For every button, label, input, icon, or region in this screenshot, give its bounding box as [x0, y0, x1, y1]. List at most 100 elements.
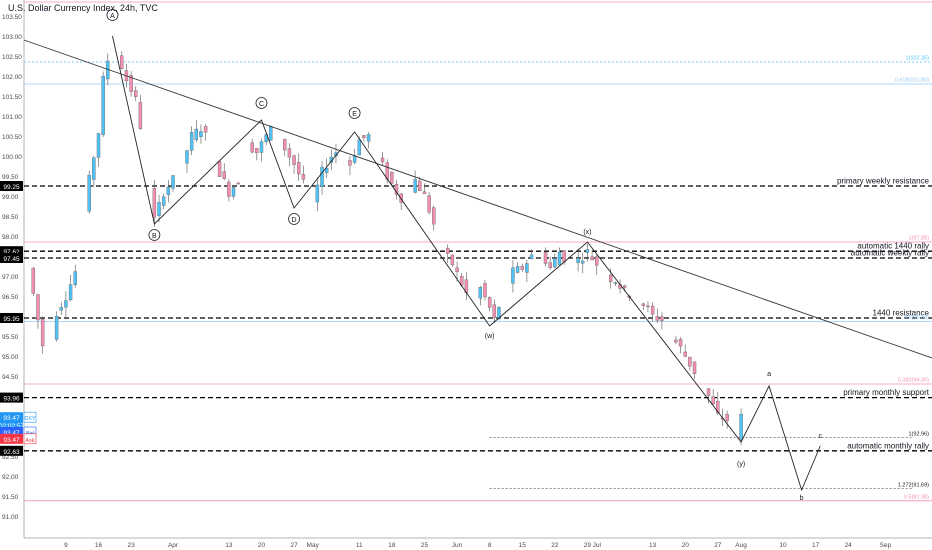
candle-body [525, 263, 529, 273]
wave-label-circle [255, 97, 268, 109]
candle-body [581, 260, 585, 264]
y-tick-label: 91.00 [2, 514, 19, 521]
candle-body [548, 262, 552, 268]
x-tick-label: 13 [225, 542, 233, 549]
candle-body [297, 162, 301, 175]
x-tick-label: 22 [551, 542, 559, 549]
candle-body [166, 186, 171, 196]
wave-label: a [767, 371, 771, 378]
x-tick-label: 29 [584, 542, 592, 549]
candle-body [692, 361, 697, 375]
y-tick-label: 96.50 [2, 294, 19, 301]
y-tick-label: 98.50 [2, 214, 19, 221]
level-label: automatic weekly rally [851, 249, 929, 258]
y-tick-label: 98.00 [2, 234, 19, 241]
candle-body [585, 249, 590, 253]
candle-body [683, 351, 687, 357]
price-tag [0, 445, 23, 456]
candle-body [413, 179, 417, 193]
wave-label: A [110, 13, 115, 20]
candle-body [711, 396, 715, 405]
y-tick-label: 94.50 [2, 374, 19, 381]
candle-body [646, 305, 650, 308]
price-tag-badge [23, 411, 37, 423]
price-tag-label: 02:02:57 [0, 423, 25, 430]
wave-label: (x) [583, 229, 591, 236]
x-tick-label: Jun [452, 542, 463, 549]
candle-body [678, 338, 683, 347]
candle-body [264, 134, 268, 143]
x-tick-label: Jul [593, 542, 602, 549]
candle-body [236, 182, 240, 185]
candle-body [255, 148, 259, 154]
candle-body [553, 258, 557, 268]
y-tick-label: 101.00 [2, 114, 22, 121]
y-tick-label: 97.00 [2, 274, 19, 281]
x-tick-label: 15 [519, 542, 527, 549]
y-tick-label: 100.50 [2, 134, 22, 141]
candle-body [608, 274, 613, 282]
candle-body [725, 414, 729, 422]
x-tick-label: Aug [735, 542, 747, 549]
price-tag-label: 97.45 [3, 256, 20, 263]
candle-body [562, 250, 566, 263]
x-tick-label: 9 [64, 542, 68, 549]
y-tick-label: 103.00 [2, 34, 22, 41]
y-tick-label: 92.50 [2, 454, 19, 461]
candle-body [660, 316, 664, 321]
candle-body [36, 294, 40, 321]
candle-body [64, 300, 68, 308]
candle-body [557, 251, 562, 266]
candle-body [655, 316, 659, 321]
level-label: primary weekly resistance [837, 177, 930, 186]
x-tick-label: 18 [388, 542, 396, 549]
candle-body [576, 258, 580, 263]
level-label: automatic monthly rally [847, 441, 929, 450]
y-tick-label: 99.50 [2, 174, 19, 181]
candle-body [590, 256, 594, 261]
candle-body [492, 304, 497, 318]
candle-body [650, 305, 655, 315]
level-label: 0.618(101.80) [895, 78, 929, 84]
candle-body [283, 138, 287, 151]
level-label: automatic 1440 rally [857, 242, 929, 251]
candle-body [688, 356, 692, 367]
candle-body [432, 207, 436, 225]
candle-body [483, 283, 487, 298]
candle-body [203, 126, 208, 133]
wave-label: (w) [485, 333, 495, 340]
candle-body [152, 188, 157, 218]
candle-body [40, 318, 45, 347]
level-label: 0.5(91.38) [904, 494, 929, 500]
candle-body [357, 139, 361, 156]
price-tag [0, 313, 23, 323]
wave-label-circle [106, 9, 119, 21]
wave-label: B [152, 233, 157, 240]
x-tick-label: 27 [290, 542, 298, 549]
x-tick-label: 27 [714, 542, 722, 549]
candle-body [171, 175, 175, 189]
wave-label: C [259, 101, 264, 108]
candle-body [68, 284, 73, 300]
candle-body [478, 286, 483, 299]
candle-body [101, 75, 105, 135]
candle-body [250, 142, 254, 153]
wave-label: D [292, 217, 297, 224]
price-tag [0, 419, 23, 430]
x-tick-label: 23 [127, 542, 135, 549]
candle-body [450, 254, 455, 266]
wave-label: E [352, 111, 357, 118]
candle-body [259, 141, 264, 153]
x-tick-label: 10 [779, 542, 787, 549]
candle-body [287, 148, 292, 158]
candle-body [138, 102, 143, 129]
price-tag-label: 93.47 [3, 437, 20, 444]
candle-body [613, 282, 618, 284]
candle-body [366, 134, 371, 142]
candle-body [292, 155, 296, 165]
y-tick-label: 102.00 [2, 74, 22, 81]
candle-body [529, 254, 534, 260]
candle-body [622, 285, 627, 288]
x-tick-label: May [307, 542, 320, 549]
